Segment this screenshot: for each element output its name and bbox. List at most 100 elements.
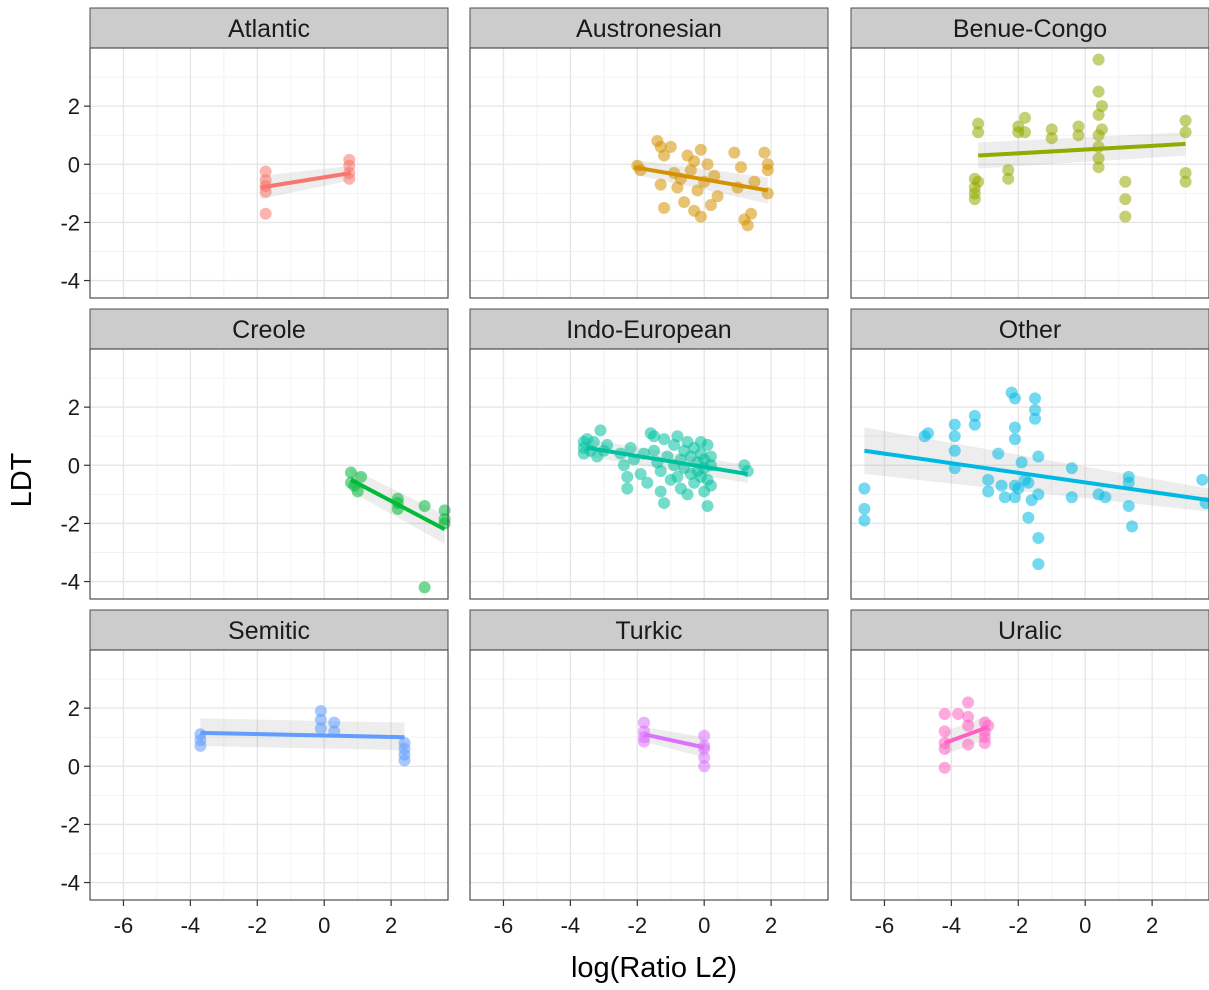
data-point-austronesian bbox=[741, 219, 754, 232]
x-tick-label: -6 bbox=[494, 913, 514, 938]
data-point-austronesian bbox=[658, 201, 671, 214]
y-tick-label: 2 bbox=[68, 395, 80, 420]
y-tick-label: 2 bbox=[68, 696, 80, 721]
data-point-uralic bbox=[962, 738, 975, 751]
x-tick-label: 0 bbox=[698, 913, 710, 938]
facet-strip-creole bbox=[89, 308, 449, 350]
data-point-other bbox=[982, 485, 995, 498]
data-point-semitic bbox=[398, 754, 411, 767]
x-tick-label: -4 bbox=[561, 913, 581, 938]
data-point-other bbox=[858, 482, 871, 495]
data-point-benue-congo bbox=[1092, 53, 1105, 66]
data-point-other bbox=[1065, 462, 1078, 475]
data-point-benue-congo bbox=[1119, 175, 1132, 188]
data-point-atlantic bbox=[259, 207, 272, 220]
data-point-other bbox=[1032, 531, 1045, 544]
data-point-austronesian bbox=[688, 155, 701, 168]
panel-background-turkic bbox=[470, 650, 828, 900]
data-point-indo-european bbox=[654, 485, 667, 498]
data-point-other bbox=[1099, 491, 1112, 504]
panel-border-creole bbox=[89, 348, 449, 600]
y-tick-label: -4 bbox=[60, 269, 80, 294]
fit-line-turkic bbox=[643, 732, 705, 750]
data-point-other bbox=[858, 514, 871, 527]
y-tick-label: 0 bbox=[68, 152, 80, 177]
data-point-other bbox=[1029, 392, 1042, 405]
data-point-indo-european bbox=[654, 465, 667, 478]
y-tick-label: -4 bbox=[60, 570, 80, 595]
data-point-austronesian bbox=[745, 207, 758, 220]
facet-strip-austronesian bbox=[469, 7, 829, 49]
data-point-creole bbox=[418, 581, 431, 594]
data-point-other bbox=[1008, 392, 1021, 405]
data-point-indo-european bbox=[621, 470, 634, 483]
data-point-creole bbox=[344, 466, 357, 479]
fit-line-benue-congo bbox=[978, 141, 1186, 158]
data-point-benue-congo bbox=[1092, 152, 1105, 165]
x-tick-label: 2 bbox=[1146, 913, 1158, 938]
fit-line-atlantic bbox=[260, 171, 352, 190]
data-point-benue-congo bbox=[1092, 85, 1105, 98]
data-point-indo-european bbox=[617, 459, 630, 472]
panel-border-uralic bbox=[850, 649, 1209, 901]
data-point-benue-congo bbox=[1179, 114, 1192, 127]
panel-background-uralic bbox=[851, 650, 1209, 900]
data-point-uralic bbox=[938, 761, 951, 774]
data-point-benue-congo bbox=[1095, 100, 1108, 113]
y-tick-label: 2 bbox=[68, 94, 80, 119]
fit-line-other bbox=[864, 448, 1209, 503]
x-tick-label: 2 bbox=[385, 913, 397, 938]
data-point-other bbox=[1032, 488, 1045, 501]
data-point-other bbox=[968, 409, 981, 422]
data-point-other bbox=[1008, 421, 1021, 434]
data-point-turkic bbox=[637, 716, 650, 729]
panel-background-benue-congo bbox=[851, 48, 1209, 298]
data-point-other bbox=[995, 479, 1008, 492]
data-point-indo-european bbox=[648, 430, 661, 443]
data-point-indo-european bbox=[671, 430, 684, 443]
facet-strip-uralic bbox=[850, 609, 1209, 651]
data-point-benue-congo bbox=[1119, 193, 1132, 206]
data-point-turkic bbox=[637, 735, 650, 748]
data-point-uralic bbox=[978, 737, 991, 750]
data-point-other bbox=[1032, 450, 1045, 463]
panel-border-indo-european bbox=[469, 348, 829, 600]
panel-background-semitic bbox=[90, 650, 448, 900]
data-point-creole bbox=[351, 485, 364, 498]
data-point-austronesian bbox=[694, 210, 707, 223]
x-tick-label: -2 bbox=[248, 913, 268, 938]
data-point-indo-european bbox=[671, 470, 684, 483]
data-point-other bbox=[1032, 558, 1045, 571]
data-point-semitic bbox=[314, 722, 327, 735]
data-point-austronesian bbox=[761, 164, 774, 177]
fit-line-austronesian bbox=[633, 165, 769, 193]
x-tick-label: -4 bbox=[181, 913, 201, 938]
data-point-benue-congo bbox=[1018, 111, 1031, 124]
data-point-austronesian bbox=[694, 143, 707, 156]
data-point-benue-congo bbox=[1179, 175, 1192, 188]
data-point-uralic bbox=[962, 719, 975, 732]
fit-line-indo-european bbox=[586, 445, 749, 476]
facet-title-atlantic: Atlantic bbox=[228, 15, 310, 43]
data-point-uralic bbox=[962, 696, 975, 709]
panel-border-semitic bbox=[89, 649, 449, 901]
facet-title-creole: Creole bbox=[232, 316, 306, 344]
data-point-benue-congo bbox=[972, 126, 985, 139]
panel-border-benue-congo bbox=[850, 47, 1209, 299]
data-point-semitic bbox=[328, 716, 341, 729]
data-point-indo-european bbox=[587, 436, 600, 449]
data-point-uralic bbox=[938, 707, 951, 720]
data-point-other bbox=[1015, 456, 1028, 469]
data-point-other bbox=[1122, 499, 1135, 512]
data-point-austronesian bbox=[654, 178, 667, 191]
data-point-benue-congo bbox=[1018, 126, 1031, 139]
data-point-indo-european bbox=[658, 433, 671, 446]
facet-title-benue-congo: Benue-Congo bbox=[953, 15, 1107, 43]
data-point-uralic bbox=[952, 707, 965, 720]
y-axis-title: LDT bbox=[6, 452, 38, 507]
panel-border-austronesian bbox=[469, 47, 829, 299]
data-point-benue-congo bbox=[1119, 210, 1132, 223]
y-tick-label: -2 bbox=[60, 812, 80, 837]
data-point-other bbox=[948, 418, 961, 431]
